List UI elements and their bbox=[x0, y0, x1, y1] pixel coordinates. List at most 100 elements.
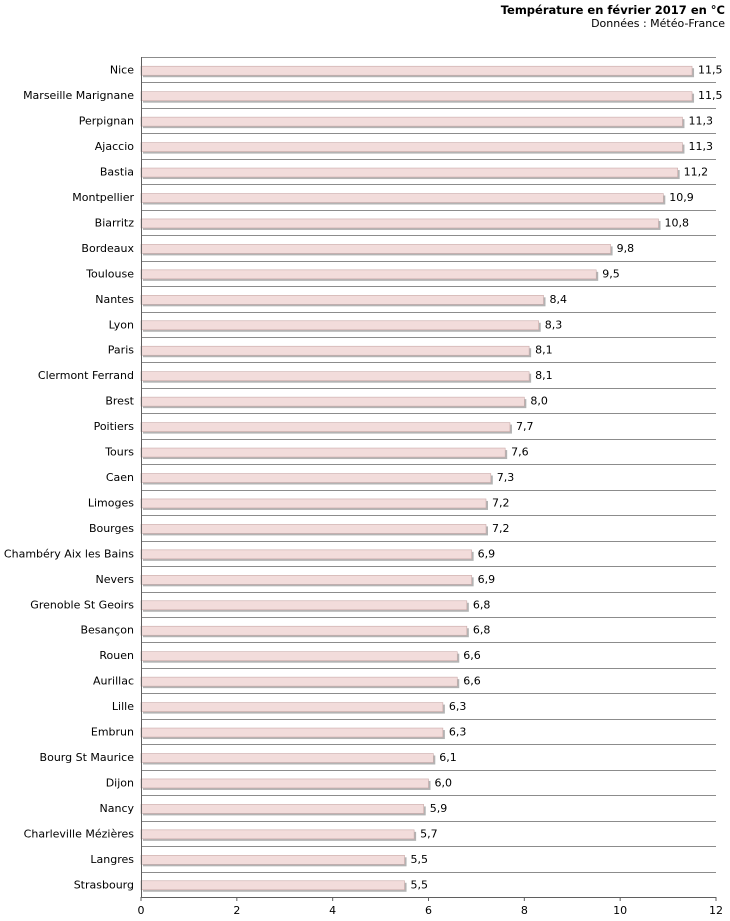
x-axis-ticks: 0 2 4 6 8 10 12 bbox=[138, 897, 723, 917]
value-label: 10,8 bbox=[665, 216, 690, 229]
bar bbox=[140, 473, 492, 483]
category-labels: Nice Marseille Marignane Perpignan Ajaccio B… bbox=[4, 64, 135, 892]
bar bbox=[140, 295, 544, 305]
bar bbox=[140, 345, 530, 356]
category-label: Nantes bbox=[95, 293, 134, 306]
bar bbox=[140, 804, 425, 814]
category-label: Bastia bbox=[100, 166, 134, 179]
bar bbox=[140, 600, 468, 611]
x-tick-label: 10 bbox=[613, 904, 627, 917]
x-tick-label: 4 bbox=[329, 904, 336, 917]
x-tick-label: 6 bbox=[425, 904, 432, 917]
category-label: Bordeaux bbox=[81, 242, 134, 255]
value-label: 10,9 bbox=[669, 191, 694, 204]
bar bbox=[140, 396, 525, 407]
value-label: 6,9 bbox=[478, 573, 496, 586]
value-label: 8,4 bbox=[550, 293, 568, 306]
x-tick-label: 0 bbox=[138, 904, 145, 917]
value-label: 5,5 bbox=[411, 853, 429, 866]
value-label: 6,8 bbox=[473, 624, 491, 637]
bar bbox=[140, 142, 683, 152]
category-label: Bourges bbox=[89, 522, 134, 535]
category-label: Grenoble St Geoirs bbox=[30, 598, 134, 611]
x-tick-label: 2 bbox=[233, 904, 240, 917]
value-label: 7,7 bbox=[516, 420, 534, 433]
x-tick-label: 12 bbox=[709, 904, 723, 917]
value-label: 7,2 bbox=[492, 496, 510, 509]
category-label: Brest bbox=[105, 395, 134, 408]
category-label: Ajaccio bbox=[95, 140, 134, 153]
category-label: Tours bbox=[104, 446, 134, 459]
value-label: 8,3 bbox=[545, 318, 563, 331]
chart-subtitle: Données : Météo-France bbox=[591, 17, 725, 30]
category-label: Aurillac bbox=[93, 675, 134, 688]
value-label: 11,2 bbox=[684, 166, 709, 179]
value-label: 11,3 bbox=[688, 140, 713, 153]
category-label: Nice bbox=[110, 64, 134, 77]
category-label: Nevers bbox=[95, 573, 134, 586]
bars bbox=[140, 65, 695, 892]
bar bbox=[140, 549, 472, 560]
category-label: Limoges bbox=[88, 496, 134, 509]
category-label: Langres bbox=[90, 853, 134, 866]
bar bbox=[140, 244, 611, 254]
category-label: Clermont Ferrand bbox=[38, 369, 134, 382]
value-label: 5,7 bbox=[420, 827, 438, 840]
category-label: Lyon bbox=[109, 318, 134, 331]
bar bbox=[140, 727, 444, 738]
category-label: Caen bbox=[106, 471, 134, 484]
category-label: Marseille Marignane bbox=[23, 89, 134, 102]
bar bbox=[140, 651, 458, 661]
value-label: 7,6 bbox=[511, 446, 528, 459]
value-label: 6,8 bbox=[473, 598, 491, 611]
value-label: 8,1 bbox=[535, 344, 553, 357]
category-label: Toulouse bbox=[85, 267, 134, 280]
value-label: 7,3 bbox=[497, 471, 514, 484]
value-label: 11,3 bbox=[688, 115, 713, 128]
bar bbox=[140, 753, 434, 763]
value-label: 6,6 bbox=[463, 675, 481, 688]
bar bbox=[140, 524, 487, 534]
value-label: 6,9 bbox=[478, 547, 496, 560]
bar bbox=[140, 676, 458, 687]
category-label: Strasbourg bbox=[74, 878, 134, 891]
category-label: Perpignan bbox=[79, 115, 134, 128]
x-tick-label: 8 bbox=[521, 904, 528, 917]
chart-title: Température en février 2017 en °C bbox=[501, 3, 725, 17]
bar bbox=[140, 422, 511, 432]
value-label: 6,6 bbox=[463, 649, 481, 662]
bar bbox=[140, 498, 487, 509]
category-label: Chambéry Aix les Bains bbox=[4, 547, 134, 560]
value-label: 6,3 bbox=[449, 700, 467, 713]
value-label: 7,2 bbox=[492, 522, 510, 535]
value-labels: 11,5 11,5 11,3 11,3 11,2 10,9 10,8 9,8 9,5 8,4 8,3… bbox=[411, 64, 723, 892]
value-label: 5,5 bbox=[411, 878, 429, 891]
category-label: Charleville Mézières bbox=[24, 827, 135, 840]
bar bbox=[140, 447, 506, 458]
value-label: 11,5 bbox=[698, 64, 723, 77]
category-label: Bourg St Maurice bbox=[40, 751, 135, 764]
bar bbox=[140, 269, 597, 280]
value-label: 6,1 bbox=[439, 751, 457, 764]
bar bbox=[140, 116, 683, 127]
bar bbox=[140, 829, 415, 840]
bar bbox=[140, 702, 444, 712]
bar bbox=[140, 778, 429, 789]
bar bbox=[140, 371, 530, 381]
bar bbox=[140, 65, 693, 76]
value-label: 6,0 bbox=[435, 776, 453, 789]
category-label: Lille bbox=[112, 700, 134, 713]
bar bbox=[140, 320, 540, 331]
category-label: Poitiers bbox=[94, 420, 135, 433]
category-label: Montpellier bbox=[72, 191, 134, 204]
value-label: 5,9 bbox=[430, 802, 448, 815]
value-label: 9,8 bbox=[617, 242, 635, 255]
value-label: 9,5 bbox=[602, 267, 620, 280]
grid-lines bbox=[141, 57, 716, 898]
bar bbox=[140, 167, 678, 178]
bar bbox=[140, 575, 472, 585]
category-label: Rouen bbox=[99, 649, 134, 662]
category-label: Nancy bbox=[100, 802, 135, 815]
bar bbox=[140, 193, 664, 203]
